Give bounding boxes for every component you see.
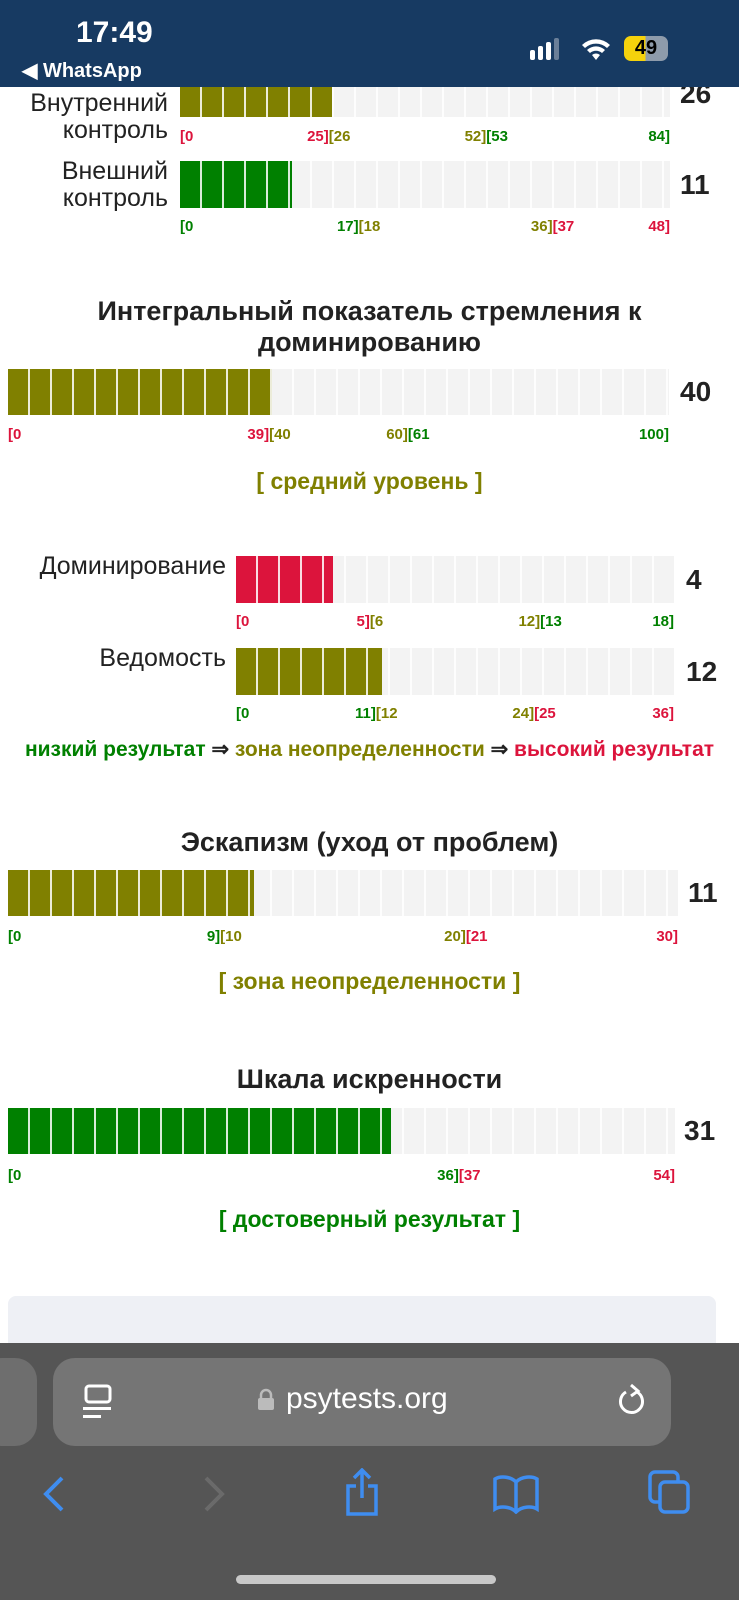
scale-tick: [0 <box>8 928 22 945</box>
scale-tick: [40 <box>269 426 291 443</box>
scale-label: Ведомость <box>99 643 226 672</box>
cellular-signal-icon <box>530 38 559 60</box>
scale-tick: 52] <box>464 128 487 145</box>
scale-label: Внутренний контроль <box>30 89 168 144</box>
scale-tick: [26 <box>328 128 351 145</box>
section-title: Шкала искренности <box>236 1064 503 1094</box>
scale-tick: [25 <box>534 705 556 722</box>
scale-bar-segments <box>8 369 669 415</box>
scale-tick: 25] <box>307 128 329 145</box>
reader-mode-icon[interactable] <box>83 1384 115 1420</box>
scale-tick: [53 <box>486 128 508 145</box>
legend-high: высокий результат <box>514 738 715 761</box>
previous-tab-preview[interactable] <box>0 1358 37 1446</box>
battery-level: 49 <box>634 37 658 59</box>
back-app-label: WhatsApp <box>42 60 142 82</box>
scale-tick: [6 <box>369 613 384 630</box>
home-indicator[interactable] <box>236 1575 496 1584</box>
scale-verdict: [ зона неопределенности ] <box>218 968 521 994</box>
scale-label: Внешний контроль <box>61 156 168 212</box>
scale-bar <box>236 556 674 603</box>
url-text: psytests.org <box>286 1382 448 1415</box>
legend-arrow: ⇒ <box>205 738 235 761</box>
scale-tick: [12 <box>375 705 398 722</box>
scale-bar <box>180 161 670 208</box>
back-to-app-link[interactable]: ◀ WhatsApp <box>22 60 142 82</box>
scale-tick: 9] <box>206 928 221 945</box>
scale-tick: 12] <box>518 613 541 630</box>
scale-tick: [0 <box>8 1167 22 1184</box>
scale-tick: [0 <box>180 218 194 235</box>
scale-tick: [13 <box>540 613 562 630</box>
scale-tick: 48] <box>648 218 670 235</box>
scale-value: 4 <box>686 563 702 595</box>
wifi-icon <box>582 39 610 60</box>
clock: 17:49 <box>76 16 153 49</box>
scale-tick: [0 <box>8 426 22 443</box>
share-icon[interactable] <box>344 1468 380 1518</box>
reload-icon[interactable] <box>617 1382 647 1418</box>
scale-tick: 24] <box>512 705 535 722</box>
scale-tick: [37 <box>458 1167 481 1184</box>
legend: низкий результат ⇒ зона неопределенности… <box>0 738 739 761</box>
lock-icon <box>258 1388 274 1410</box>
scale-value: 11 <box>688 877 718 908</box>
scale-tick: [37 <box>552 218 575 235</box>
scale-tick: 30] <box>656 928 678 945</box>
scale-tick: [10 <box>220 928 242 945</box>
legend-mid: зона неопределенности <box>234 738 485 761</box>
scale-tick: 18] <box>652 613 674 630</box>
address-bar[interactable]: psytests.org <box>53 1358 671 1446</box>
scale-bar <box>8 369 669 415</box>
scale-tick: [21 <box>465 928 488 945</box>
scale-value: 11 <box>680 168 710 200</box>
scale-verdict: [ достоверный результат ] <box>218 1206 521 1232</box>
scale-tick: 60] <box>386 426 408 443</box>
scale-bar-segments <box>8 1108 675 1154</box>
scale-value: 31 <box>684 1115 716 1146</box>
scale-tick: [0 <box>236 705 250 722</box>
scale-bar <box>8 870 678 916</box>
scale-tick: [0 <box>236 613 250 630</box>
scale-bar <box>8 1108 675 1154</box>
scale-tick: [18 <box>358 218 381 235</box>
scale-tick: 36] <box>530 218 553 235</box>
scale-bar <box>236 648 674 695</box>
legend-arrow: ⇒ <box>484 738 515 761</box>
scale-tick: 100] <box>638 426 669 443</box>
battery-icon: 49 <box>624 36 668 61</box>
scale-bar-segments <box>8 870 678 916</box>
scale-tick: 11] <box>355 705 376 722</box>
legend-low: низкий результат <box>24 738 206 761</box>
scale-tick: 20] <box>444 928 466 945</box>
section-title: Эскапизм (уход от проблем) <box>180 827 559 857</box>
scale-tick: 39] <box>247 426 270 443</box>
scale-bar-segments <box>236 648 674 695</box>
scale-tick: 84] <box>648 128 670 145</box>
scale-tick: 54] <box>653 1167 675 1184</box>
scale-bar-segments <box>236 556 674 603</box>
status-bar: 17:49 ◀ WhatsApp 49 <box>0 0 739 87</box>
tabs-icon[interactable] <box>648 1470 692 1514</box>
scale-tick: 36] <box>652 705 674 722</box>
scale-bar-segments <box>180 161 670 208</box>
scale-tick: 36] <box>437 1167 459 1184</box>
forward-icon[interactable] <box>198 1474 228 1514</box>
scale-tick: [61 <box>407 426 430 443</box>
scale-tick: 5] <box>356 613 370 630</box>
scale-label: Доминирование <box>39 551 226 580</box>
scale-value: 12 <box>686 655 718 687</box>
scale-tick: 17] <box>336 218 359 235</box>
back-icon[interactable] <box>40 1474 70 1514</box>
scale-verdict: [ средний уровень ] <box>256 468 483 494</box>
section-title: Интегральный показатель стремления к дом… <box>97 296 642 357</box>
scale-value: 40 <box>680 376 712 407</box>
scale-tick: [0 <box>180 128 194 145</box>
bookmarks-icon[interactable] <box>492 1474 540 1514</box>
